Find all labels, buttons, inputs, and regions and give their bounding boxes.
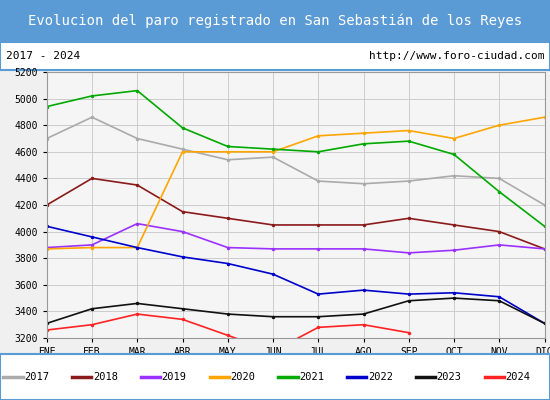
Text: http://www.foro-ciudad.com: http://www.foro-ciudad.com xyxy=(369,51,544,61)
Text: 2017 - 2024: 2017 - 2024 xyxy=(6,51,80,61)
Text: Evolucion del paro registrado en San Sebastián de los Reyes: Evolucion del paro registrado en San Seb… xyxy=(28,14,522,28)
Text: 2017: 2017 xyxy=(24,372,49,382)
Text: 2020: 2020 xyxy=(230,372,255,382)
Text: 2021: 2021 xyxy=(299,372,324,382)
Text: 2018: 2018 xyxy=(93,372,118,382)
Text: 2022: 2022 xyxy=(368,372,393,382)
Text: 2019: 2019 xyxy=(162,372,186,382)
Text: 2023: 2023 xyxy=(437,372,461,382)
Text: 2024: 2024 xyxy=(505,372,530,382)
